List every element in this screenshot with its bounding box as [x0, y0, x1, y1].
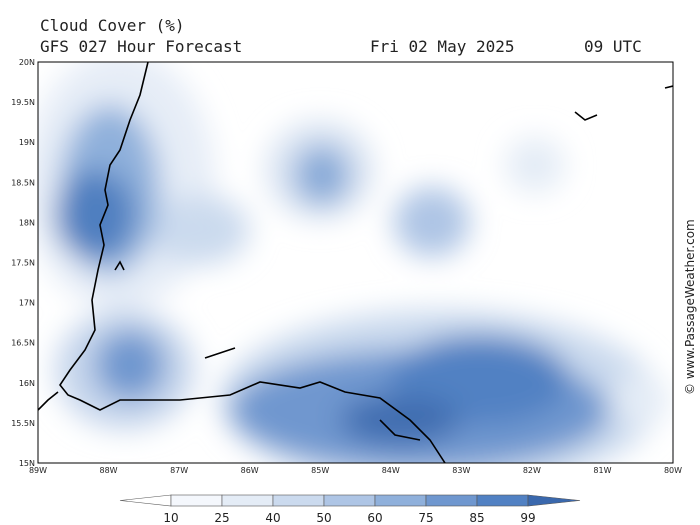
lon-label: 84W — [382, 466, 400, 475]
legend-swatch — [272, 494, 325, 507]
lon-label: 82W — [523, 466, 541, 475]
lat-label: 18N — [19, 218, 35, 227]
legend-tick: 99 — [520, 511, 535, 525]
watermark: © www.PassageWeather.com — [683, 219, 697, 395]
legend-tick: 85 — [469, 511, 484, 525]
legend-arrow-high — [527, 494, 581, 507]
legend-tick: 40 — [265, 511, 280, 525]
map-frame — [37, 61, 674, 464]
cloud-field — [38, 62, 673, 463]
legend-swatch — [323, 494, 376, 507]
lat-label: 19N — [19, 138, 35, 147]
legend-tick: 75 — [418, 511, 433, 525]
lon-label: 87W — [170, 466, 188, 475]
lat-label: 15.5N — [11, 419, 35, 428]
title: Cloud Cover (%) — [40, 16, 185, 35]
legend-swatch — [476, 494, 529, 507]
legend-tick: 25 — [214, 511, 229, 525]
lon-label: 81W — [593, 466, 611, 475]
legend-tick: 50 — [316, 511, 331, 525]
lat-label: 15N — [19, 459, 35, 468]
lat-label: 16N — [19, 379, 35, 388]
coastline — [38, 62, 673, 463]
lon-label: 86W — [241, 466, 259, 475]
legend-swatch — [425, 494, 478, 507]
lat-label: 20N — [19, 58, 35, 67]
lon-label: 83W — [452, 466, 470, 475]
lon-label: 85W — [311, 466, 329, 475]
legend-tick: 10 — [163, 511, 178, 525]
date: Fri 02 May 2025 — [370, 37, 515, 56]
legend-swatch — [374, 494, 427, 507]
legend-swatch — [170, 494, 223, 507]
time: 09 UTC — [584, 37, 642, 56]
lat-label: 17N — [19, 299, 35, 308]
lon-label: 88W — [100, 466, 118, 475]
lon-label: 89W — [29, 466, 47, 475]
lat-label: 18.5N — [11, 178, 35, 187]
legend-swatch — [221, 494, 274, 507]
lat-label: 16.5N — [11, 339, 35, 348]
subtitle: GFS 027 Hour Forecast — [40, 37, 242, 56]
legend-arrow-low — [119, 494, 172, 507]
lat-label: 19.5N — [11, 98, 35, 107]
lat-label: 17.5N — [11, 259, 35, 268]
lon-label: 80W — [664, 466, 682, 475]
legend-tick: 60 — [367, 511, 382, 525]
